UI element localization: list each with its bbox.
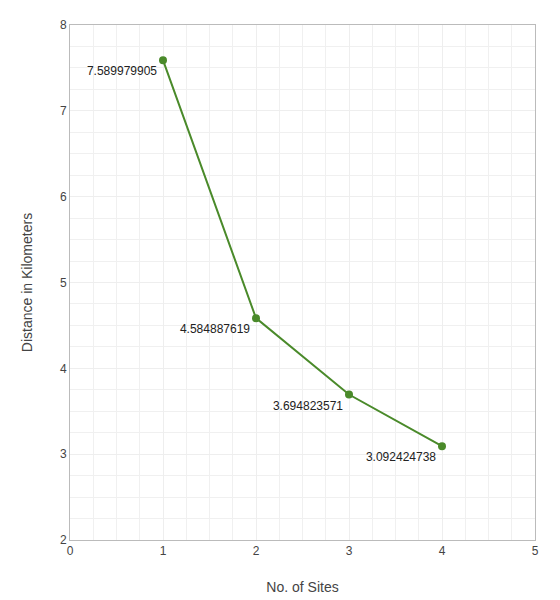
- svg-text:5: 5: [60, 276, 67, 290]
- svg-text:0: 0: [67, 544, 74, 558]
- svg-text:Distance in Kilometers: Distance in Kilometers: [19, 213, 35, 352]
- svg-text:8: 8: [60, 18, 67, 32]
- svg-text:3: 3: [346, 544, 353, 558]
- svg-text:5: 5: [532, 544, 539, 558]
- svg-text:2: 2: [253, 544, 260, 558]
- svg-text:4: 4: [439, 544, 446, 558]
- svg-text:No. of Sites: No. of Sites: [266, 579, 338, 595]
- svg-text:6: 6: [60, 190, 67, 204]
- svg-text:7.589979905: 7.589979905: [87, 64, 157, 78]
- svg-text:4: 4: [60, 362, 67, 376]
- svg-text:2: 2: [60, 533, 67, 547]
- svg-text:7: 7: [60, 104, 67, 118]
- svg-text:3: 3: [60, 447, 67, 461]
- svg-text:4.584887619: 4.584887619: [180, 322, 250, 336]
- svg-text:3.092424738: 3.092424738: [366, 450, 436, 464]
- svg-text:1: 1: [160, 544, 167, 558]
- svg-text:3.694823571: 3.694823571: [273, 399, 343, 413]
